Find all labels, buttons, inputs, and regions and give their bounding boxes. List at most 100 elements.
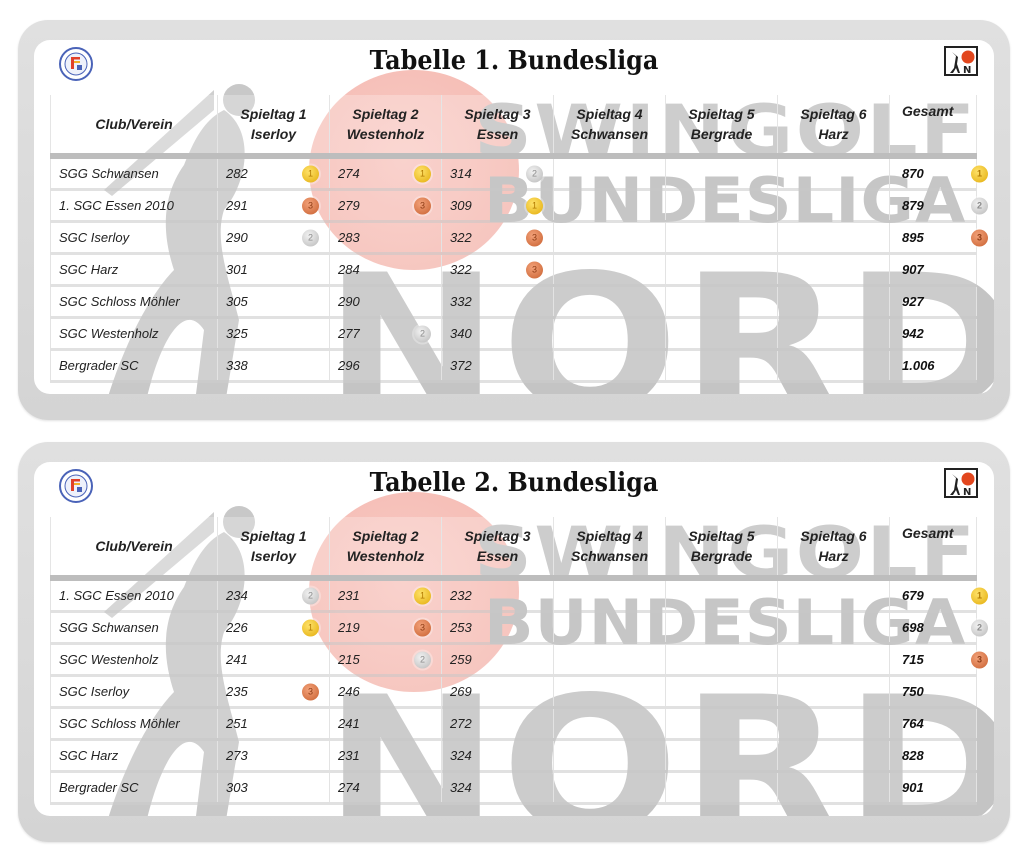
score-spieltag-2: 246	[329, 675, 442, 709]
column-header-venue: Essen	[476, 548, 519, 564]
score-spieltag-1: 305	[217, 285, 330, 319]
column-header-venue: Essen	[476, 126, 519, 142]
club-name-value: Bergrader SC	[59, 780, 139, 795]
table-row: SGC Iserloy 290 2 283 322 3 895 3	[50, 221, 988, 255]
league-card-1: SWINGOLF BUNDESLIGA NORD N Tabelle 1. Bu…	[18, 20, 1010, 420]
column-header-venue: Westenholz	[346, 126, 425, 142]
score-spieltag-6	[777, 285, 890, 319]
score-spieltag-1: 301	[217, 253, 330, 287]
silver-medal-icon: 2	[302, 229, 319, 246]
score-spieltag-3: 372	[441, 349, 554, 383]
silver-medal-icon: 2	[971, 197, 988, 214]
total-score: 870 1	[889, 155, 988, 191]
column-header-label: Gesamt	[902, 103, 954, 119]
table-row: SGG Schwansen 282 1 274 1 314 2 870 1	[50, 155, 988, 191]
column-header-0: Club/Verein	[50, 517, 218, 581]
club-name-value: SGC Schloss Möhler	[59, 716, 180, 731]
score-spieltag-3: 332	[441, 285, 554, 319]
score-spieltag-2: 219 3	[329, 611, 442, 645]
column-header-label: Spieltag 3	[464, 528, 531, 544]
column-header-venue: Bergrade	[690, 126, 753, 142]
column-header-label: Spieltag 6	[800, 106, 867, 122]
club-name-value: SGC Iserloy	[59, 230, 130, 245]
score-spieltag-1: 303	[217, 771, 330, 805]
column-header-label: Spieltag 6	[800, 528, 867, 544]
total-score: 764	[889, 707, 977, 741]
table-row: SGC Schloss Möhler 305 290 332 927	[50, 285, 977, 319]
score-spieltag-1: 234 2	[217, 577, 330, 613]
total-score-value: 698	[902, 620, 924, 635]
club-name-value: Bergrader SC	[59, 358, 139, 373]
column-header-venue: Schwansen	[570, 126, 649, 142]
score-spieltag-4	[553, 221, 666, 255]
total-score: 895 3	[889, 221, 988, 255]
score-spieltag-2-value: 279	[338, 198, 360, 213]
card-inner: SWINGOLF BUNDESLIGA NORD N Tabelle 1. Bu…	[34, 40, 994, 394]
column-header-label: Club/Verein	[95, 116, 173, 132]
table-row: SGC Westenholz 325 277 2 340 942	[50, 317, 977, 351]
score-spieltag-4	[553, 643, 666, 677]
score-spieltag-3: 340	[441, 317, 554, 351]
score-spieltag-3-value: 259	[450, 652, 472, 667]
column-header-venue: Bergrade	[690, 548, 753, 564]
table-row: Bergrader SC 303 274 324 901	[50, 771, 977, 805]
column-header-label: Gesamt	[902, 525, 954, 541]
score-spieltag-2-value: 277	[338, 326, 360, 341]
score-spieltag-6	[777, 675, 890, 709]
total-score-value: 895	[902, 230, 924, 245]
swingolf-association-logo-icon	[59, 469, 93, 503]
score-spieltag-3: 322 3	[441, 253, 554, 287]
score-spieltag-2-value: 231	[338, 748, 360, 763]
column-header-label: Spieltag 3	[464, 106, 531, 122]
score-spieltag-2: 274 1	[329, 155, 442, 191]
score-spieltag-1-value: 282	[226, 166, 248, 181]
total-score-value: 764	[902, 716, 924, 731]
column-header-6: Spieltag 6 Harz	[777, 517, 890, 581]
total-score-value: 828	[902, 748, 924, 763]
total-score: 698 2	[889, 611, 988, 645]
column-header-6: Spieltag 6 Harz	[777, 95, 890, 159]
table-row: 1. SGC Essen 2010 234 2 231 1 232 679 1	[50, 577, 988, 613]
score-spieltag-3: 322 3	[441, 221, 554, 255]
bronze-medal-icon: 3	[302, 683, 319, 700]
total-score: 942	[889, 317, 977, 351]
column-header-label: Spieltag 2	[352, 528, 419, 544]
table-row: SGC Harz 273 231 324 828	[50, 739, 977, 773]
svg-text:N: N	[963, 65, 971, 76]
column-header-venue: Iserloy	[250, 126, 297, 142]
score-spieltag-3: 272	[441, 707, 554, 741]
total-score: 715 3	[889, 643, 988, 677]
club-name-value: 1. SGC Essen 2010	[59, 198, 174, 213]
total-score: 750	[889, 675, 977, 709]
score-spieltag-2-value: 283	[338, 230, 360, 245]
club-name-value: 1. SGC Essen 2010	[59, 588, 174, 603]
bronze-medal-icon: 3	[414, 619, 431, 636]
column-header-venue: Iserloy	[250, 548, 297, 564]
bronze-medal-icon: 3	[414, 197, 431, 214]
table-row: SGC Iserloy 235 3 246 269 750	[50, 675, 977, 709]
total-score: 679 1	[889, 577, 988, 613]
column-header-label: Spieltag 4	[576, 106, 643, 122]
score-spieltag-6	[777, 189, 890, 223]
table-row: SGC Schloss Möhler 251 241 272 764	[50, 707, 977, 741]
score-spieltag-3-value: 272	[450, 716, 472, 731]
score-spieltag-5	[665, 611, 778, 645]
score-spieltag-5	[665, 349, 778, 383]
score-spieltag-1-value: 235	[226, 684, 248, 699]
score-spieltag-2-value: 296	[338, 358, 360, 373]
club-name: 1. SGC Essen 2010	[50, 189, 218, 223]
column-header-venue: Schwansen	[570, 548, 649, 564]
score-spieltag-5	[665, 577, 778, 613]
column-header-venue: Harz	[818, 548, 849, 564]
score-spieltag-3-value: 340	[450, 326, 472, 341]
club-name: SGC Westenholz	[50, 643, 218, 677]
score-spieltag-3-value: 232	[450, 588, 472, 603]
score-spieltag-3-value: 322	[450, 230, 472, 245]
gold-medal-icon: 1	[526, 197, 543, 214]
bronze-medal-icon: 3	[971, 229, 988, 246]
gold-medal-icon: 1	[414, 165, 431, 182]
swingolf-nord-logo-icon: N	[944, 468, 978, 498]
score-spieltag-2-value: 219	[338, 620, 360, 635]
score-spieltag-1-value: 301	[226, 262, 248, 277]
gold-medal-icon: 1	[302, 165, 319, 182]
